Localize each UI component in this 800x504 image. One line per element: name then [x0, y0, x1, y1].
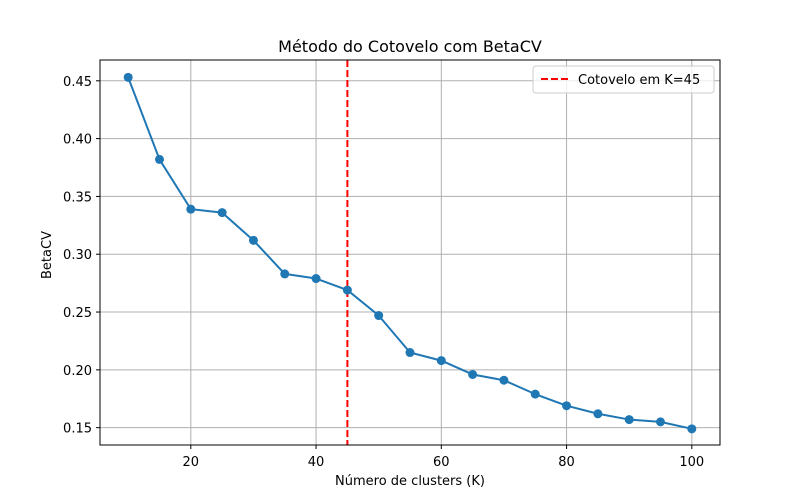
data-point: [342, 285, 352, 295]
y-tick-label: 0.40: [63, 133, 92, 148]
y-tick-label: 0.15: [63, 422, 92, 437]
x-tick-label: 20: [183, 455, 200, 470]
y-tick-label: 0.35: [63, 190, 92, 205]
data-point: [656, 417, 666, 427]
x-axis-ticks: 20 40 60 80 100: [183, 445, 704, 470]
data-point: [624, 415, 634, 425]
data-point: [468, 369, 478, 379]
y-tick-label: 0.30: [63, 248, 92, 263]
y-tick-label: 0.25: [63, 306, 92, 321]
data-point: [562, 401, 572, 411]
grid: [100, 60, 720, 445]
x-axis-label: Número de clusters (K): [335, 474, 485, 489]
data-point: [186, 204, 196, 214]
data-point: [530, 389, 540, 399]
data-point: [499, 375, 509, 385]
x-tick-label: 80: [558, 455, 575, 470]
data-point: [374, 311, 384, 321]
data-point: [436, 356, 446, 366]
x-tick-label: 40: [308, 455, 325, 470]
plot-area-frame: [99, 59, 721, 446]
data-point: [217, 208, 227, 218]
data-point: [687, 424, 697, 434]
legend-box: [532, 65, 715, 94]
data-point: [593, 409, 603, 419]
legend-entry-label: Cotovelo em K=45: [578, 73, 700, 88]
y-axis-ticks: 0.15 0.20 0.25 0.30 0.35 0.40 0.45: [63, 75, 100, 437]
data-point: [311, 274, 321, 284]
chart-title: Método do Cotovelo com BetaCV: [278, 37, 542, 56]
legend: Cotovelo em K=45: [532, 65, 715, 94]
y-tick-label: 0.45: [63, 75, 92, 90]
y-axis-label: BetaCV: [40, 231, 55, 279]
y-tick-label: 0.20: [63, 364, 92, 379]
series: [123, 72, 697, 434]
x-tick-label: 100: [679, 455, 704, 470]
x-tick-label: 60: [433, 455, 450, 470]
data-point: [154, 154, 164, 164]
data-point: [248, 235, 258, 245]
data-point: [280, 269, 290, 279]
data-point: [405, 348, 415, 358]
data-point: [123, 72, 133, 82]
